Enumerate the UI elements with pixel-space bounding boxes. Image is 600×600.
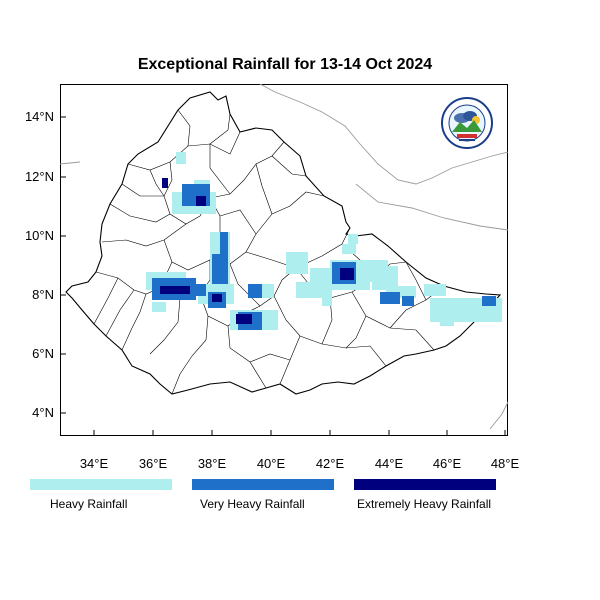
logo-icon bbox=[441, 97, 493, 149]
map-title: Exceptional Rainfall for 13-14 Oct 2024 bbox=[137, 56, 433, 73]
map-svg bbox=[60, 84, 508, 436]
y-tick-6n: 6°N bbox=[32, 346, 54, 361]
x-tick-44e: 44°E bbox=[374, 456, 404, 471]
meteorology-agency-logo bbox=[440, 96, 494, 150]
x-tick-42e: 42°E bbox=[315, 456, 345, 471]
legend-label-extremely-heavy: Extremely Heavy Rainfall bbox=[357, 497, 492, 511]
x-tick-46e: 46°E bbox=[432, 456, 462, 471]
somalia-coast bbox=[489, 401, 508, 430]
x-tick-38e: 38°E bbox=[197, 456, 227, 471]
legend-label-very-heavy: Very Heavy Rainfall bbox=[200, 497, 305, 511]
y-tick-14n: 14°N bbox=[24, 109, 54, 124]
map-frame bbox=[60, 84, 508, 436]
plot-border bbox=[60, 84, 508, 436]
y-tick-10n: 10°N bbox=[24, 228, 54, 243]
x-tick-40e: 40°E bbox=[256, 456, 286, 471]
x-tick-48e: 48°E bbox=[490, 456, 520, 471]
y-tick-8n: 8°N bbox=[32, 287, 54, 302]
y-tick-4n: 4°N bbox=[32, 405, 54, 420]
x-tick-36e: 36°E bbox=[138, 456, 168, 471]
neighbour-boundaries bbox=[60, 84, 508, 430]
legend-swatch-heavy bbox=[30, 479, 172, 490]
red-sea-coast bbox=[259, 84, 508, 185]
extremely-heavy-rainfall-areas bbox=[160, 178, 354, 324]
y-tick-12n: 12°N bbox=[24, 169, 54, 184]
legend-label-heavy: Heavy Rainfall bbox=[50, 497, 128, 511]
sudan-border bbox=[60, 161, 81, 165]
x-tick-34e: 34°E bbox=[79, 456, 109, 471]
legend-swatch-extremely-heavy bbox=[354, 479, 496, 490]
gulf-of-aden-coast bbox=[355, 183, 508, 231]
ethiopia-boundary bbox=[65, 91, 502, 395]
legend-swatch-very-heavy bbox=[192, 479, 334, 490]
